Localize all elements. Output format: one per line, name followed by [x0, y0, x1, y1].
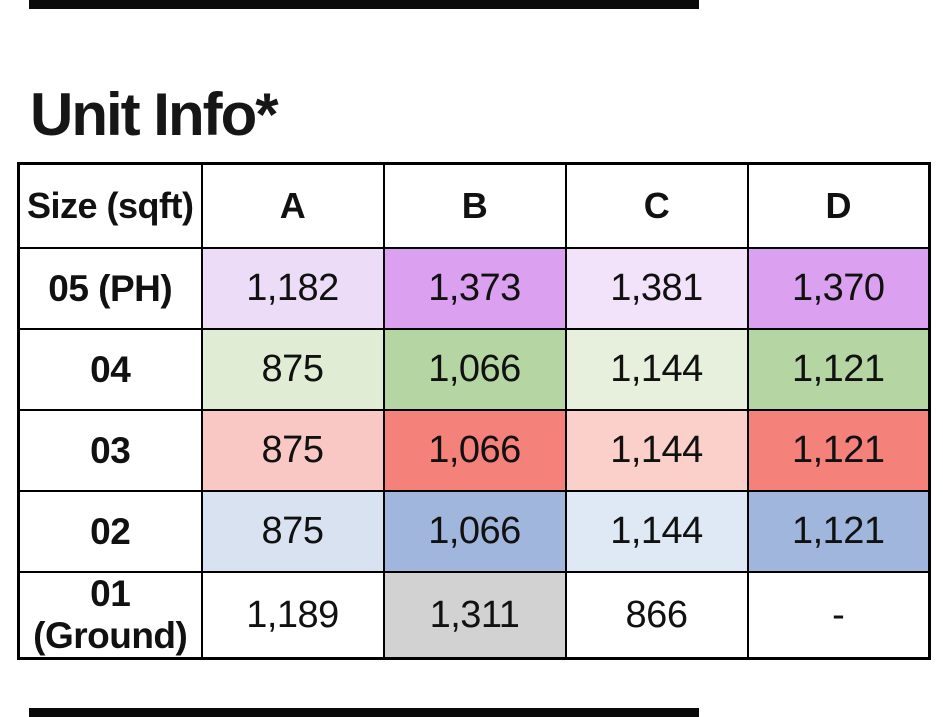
- column-header-a: A: [200, 162, 385, 249]
- unit-info-table: Size (sqft) A B C D 05 (PH) 1,182 1,373 …: [17, 162, 931, 660]
- unit-size-cell: 1,373: [382, 247, 567, 330]
- column-header-b: B: [382, 162, 567, 249]
- table-row-01: 01 (Ground) 1,189 1,311 866 -: [17, 571, 931, 660]
- row-label: 02: [17, 490, 203, 573]
- unit-size-cell: 875: [200, 490, 385, 573]
- unit-size-cell: 1,144: [564, 328, 749, 411]
- unit-size-cell: 1,311: [382, 571, 567, 660]
- unit-size-cell: 875: [200, 328, 385, 411]
- unit-size-cell: 1,121: [746, 328, 931, 411]
- table-row-05: 05 (PH) 1,182 1,373 1,381 1,370: [17, 247, 931, 330]
- unit-size-cell: 1,121: [746, 490, 931, 573]
- top-edge-bar: [29, 0, 699, 9]
- column-header-size: Size (sqft): [17, 162, 203, 249]
- header-row: Size (sqft) A B C D: [17, 162, 931, 249]
- row-label: 03: [17, 409, 203, 492]
- unit-size-cell: 1,121: [746, 409, 931, 492]
- unit-size-cell: 1,182: [200, 247, 385, 330]
- unit-size-cell: 1,381: [564, 247, 749, 330]
- table-row-03: 03 875 1,066 1,144 1,121: [17, 409, 931, 492]
- unit-size-cell: 866: [564, 571, 749, 660]
- page-title: Unit Info*: [30, 81, 279, 149]
- unit-size-cell: 875: [200, 409, 385, 492]
- unit-size-cell: 1,066: [382, 409, 567, 492]
- unit-size-cell: 1,370: [746, 247, 931, 330]
- unit-size-cell: 1,189: [200, 571, 385, 660]
- unit-size-cell: 1,066: [382, 490, 567, 573]
- row-label: 01 (Ground): [17, 571, 203, 660]
- table-row-02: 02 875 1,066 1,144 1,121: [17, 490, 931, 573]
- column-header-c: C: [564, 162, 749, 249]
- unit-size-cell: 1,144: [564, 409, 749, 492]
- bottom-edge-bar: [29, 708, 699, 717]
- unit-size-cell: -: [746, 571, 931, 660]
- unit-size-cell: 1,144: [564, 490, 749, 573]
- table-row-04: 04 875 1,066 1,144 1,121: [17, 328, 931, 411]
- unit-size-cell: 1,066: [382, 328, 567, 411]
- row-label: 04: [17, 328, 203, 411]
- row-label: 05 (PH): [17, 247, 203, 330]
- column-header-d: D: [746, 162, 931, 249]
